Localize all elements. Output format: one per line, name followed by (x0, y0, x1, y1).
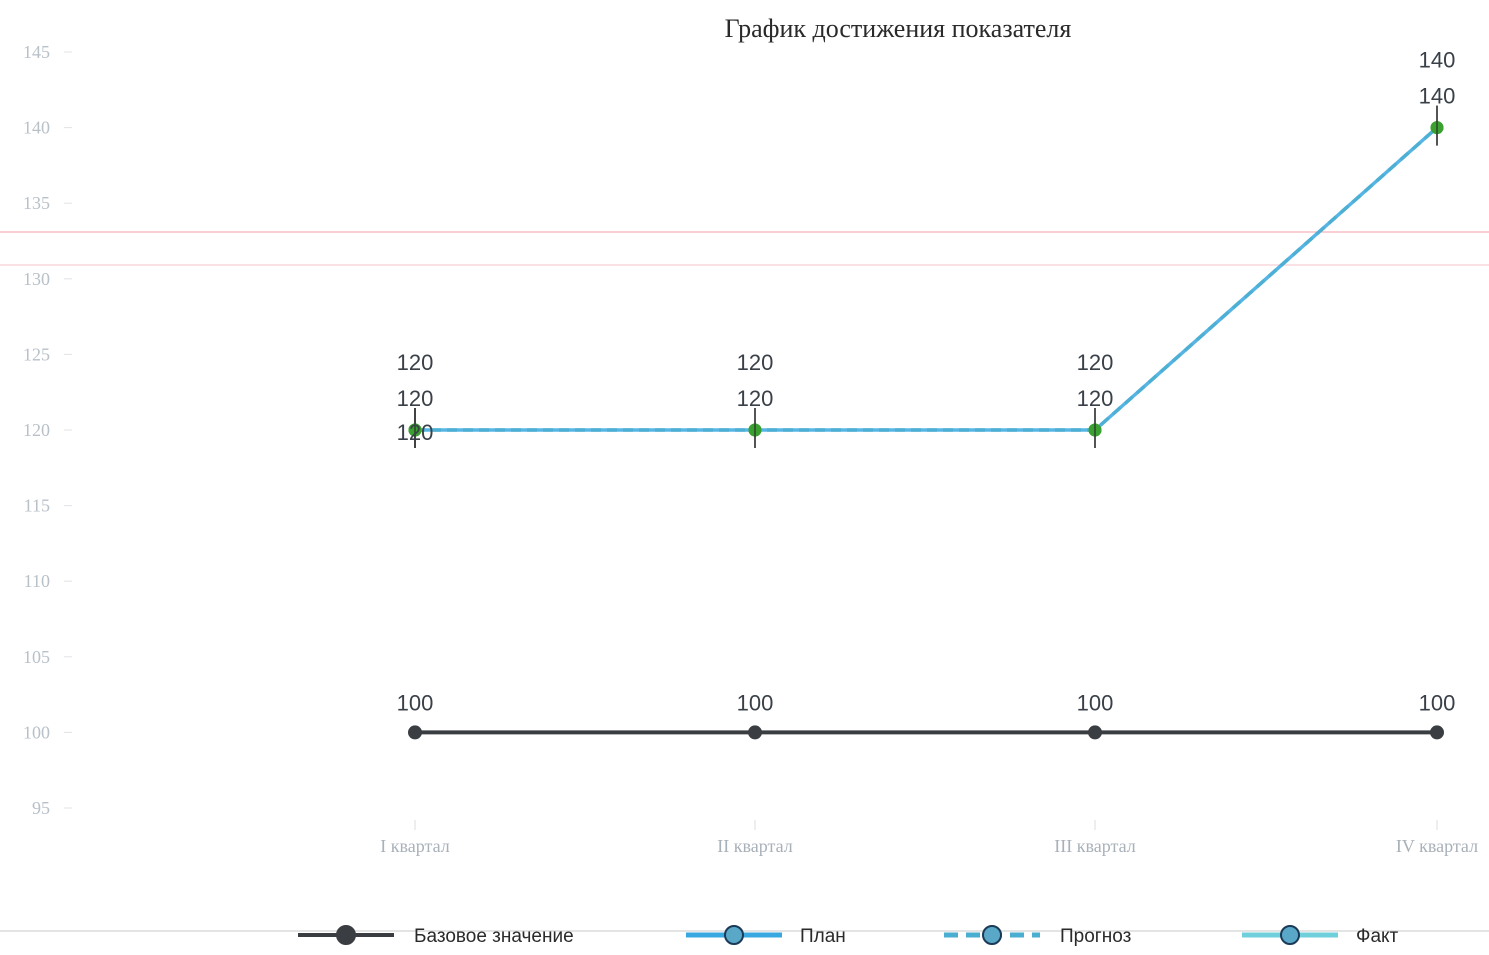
data-label: 100 (1419, 690, 1456, 715)
y-tick-label: 105 (23, 647, 50, 667)
x-tick-label: III квартал (1054, 836, 1135, 856)
data-point (1430, 725, 1444, 740)
y-tick-label: 120 (23, 420, 50, 440)
y-tick-label: 135 (23, 193, 50, 213)
data-label: 120 (397, 350, 434, 375)
x-tick-label: IV квартал (1396, 836, 1478, 856)
y-tick-label: 115 (24, 496, 50, 516)
x-tick-label: I квартал (380, 836, 449, 856)
data-label: 120 (737, 350, 774, 375)
data-point (748, 725, 762, 740)
x-axis: I квартал II квартал III квартал IV квартал (380, 820, 1478, 856)
data-label: 120 (737, 386, 774, 411)
data-label: 120 (397, 386, 434, 411)
data-label: 140 (1419, 84, 1456, 109)
series-layer (408, 105, 1444, 740)
y-tick-label: 125 (23, 344, 50, 364)
legend-marker (336, 925, 356, 945)
legend: Базовое значение План Прогноз Факт (298, 925, 1399, 947)
y-tick-label: 110 (24, 571, 50, 591)
y-tick-label: 100 (23, 722, 50, 742)
legend-label: Базовое значение (414, 926, 574, 947)
legend-marker (1280, 925, 1300, 945)
data-label: 120 (1077, 386, 1114, 411)
data-point (1088, 725, 1102, 740)
y-axis: 95 100 105 110 115 120 125 130 135 140 145 (23, 42, 72, 818)
data-label: 100 (737, 690, 774, 715)
y-tick-label: 130 (23, 269, 50, 289)
y-tick-label: 95 (32, 798, 50, 818)
data-label: 120 (1077, 350, 1114, 375)
data-label: 140 (1419, 48, 1456, 73)
data-point (408, 725, 422, 740)
series-line (415, 126, 1439, 432)
data-label: 120 (397, 420, 434, 445)
data-labels-layer: 100 100 100 100 120 120 120 140 120 120 120 140 120 (397, 48, 1456, 716)
data-label: 100 (397, 690, 434, 715)
data-label: 100 (1077, 690, 1114, 715)
legend-label: План (800, 926, 846, 947)
y-tick-label: 140 (23, 118, 50, 138)
y-tick-label: 145 (23, 42, 50, 62)
legend-marker (724, 925, 744, 945)
legend-marker (982, 925, 1002, 945)
x-tick-label: II квартал (717, 836, 792, 856)
legend-label: Факт (1356, 926, 1399, 947)
legend-label: Прогноз (1060, 926, 1131, 947)
series-line (415, 126, 1439, 432)
chart-title: График достижения показателя (725, 14, 1072, 43)
